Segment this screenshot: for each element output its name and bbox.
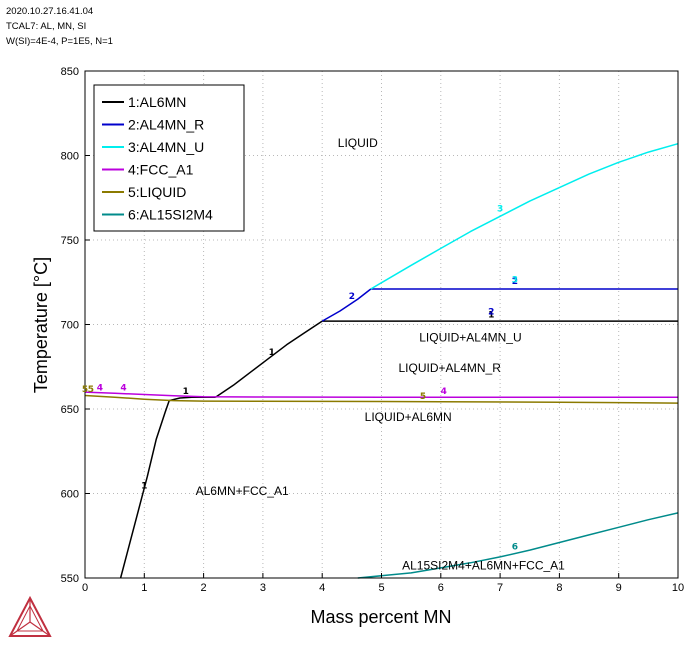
x-tick-label: 5 bbox=[378, 582, 384, 594]
legend-entry: 1:AL6MN bbox=[128, 94, 186, 110]
line-label: 2 bbox=[349, 292, 355, 302]
series-line-2 bbox=[321, 288, 372, 322]
y-tick-label: 700 bbox=[61, 320, 79, 332]
x-tick-label: 7 bbox=[497, 582, 503, 594]
y-tick-label: 550 bbox=[61, 573, 79, 585]
timestamp-text: 2020.10.27.16.41.04 bbox=[6, 6, 94, 17]
series-line-3 bbox=[370, 142, 679, 290]
y-tick-label: 750 bbox=[61, 235, 79, 247]
plot-area-frame bbox=[84, 70, 679, 579]
database-text: TCAL7: AL, MN, SI bbox=[6, 21, 87, 32]
x-tick-label: 3 bbox=[260, 582, 266, 594]
legend-entry: 5:LIQUID bbox=[128, 184, 186, 200]
x-tick-label: 2 bbox=[201, 582, 207, 594]
line-label: 4 bbox=[441, 387, 447, 397]
x-tick-label: 0 bbox=[82, 582, 88, 594]
line-label: 3 bbox=[497, 204, 503, 214]
line-label: 4 bbox=[97, 383, 103, 393]
line-label: 5 bbox=[420, 392, 426, 402]
phase-region-label: LIQUID+AL4MN_R bbox=[399, 361, 502, 375]
y-tick-label: 600 bbox=[61, 489, 79, 501]
line-label: 2 bbox=[512, 277, 518, 287]
line-label: 1 bbox=[183, 387, 189, 397]
x-tick-label: 10 bbox=[672, 582, 684, 594]
phase-region-labels: LIQUID LIQUID+AL4MN_U LIQUID+AL4MN_R LIQUID… bbox=[196, 136, 566, 573]
x-axis-title: Mass percent MN bbox=[310, 607, 451, 627]
phase-region-label: LIQUID+AL4MN_U bbox=[419, 330, 521, 344]
line-label: 4 bbox=[120, 383, 126, 393]
legend-entry: 6:AL15SI2M4 bbox=[128, 207, 213, 223]
series-line-1 bbox=[215, 320, 323, 398]
y-tick-label: 650 bbox=[61, 404, 79, 416]
y-tick-label: 850 bbox=[61, 66, 79, 78]
legend: 1:AL6MN 2:AL4MN_R 3:AL4MN_U 4:FCC_A1 5:LIQUI… bbox=[93, 84, 245, 232]
series-line-5 bbox=[84, 394, 679, 404]
line-label: 2 bbox=[488, 307, 494, 317]
x-tick-label: 9 bbox=[616, 582, 622, 594]
x-tick-label: 4 bbox=[319, 582, 325, 594]
y-axis-title: Temperature [°C] bbox=[31, 257, 51, 393]
legend-entry: 4:FCC_A1 bbox=[128, 162, 194, 178]
series-line-6 bbox=[357, 512, 679, 579]
series-line-4 bbox=[84, 391, 678, 398]
legend-entry: 2:AL4MN_R bbox=[128, 117, 204, 133]
y-tick-label: 800 bbox=[61, 151, 79, 163]
line-label: 5 bbox=[82, 385, 88, 395]
series-lines bbox=[84, 142, 679, 579]
line-label: 6 bbox=[512, 542, 518, 552]
x-tick-label: 8 bbox=[556, 582, 562, 594]
line-label: 1 bbox=[269, 348, 275, 358]
line-label: 3 bbox=[512, 275, 518, 285]
line-label: 1 bbox=[141, 481, 147, 491]
conditions-text: W(SI)=4E-4, P=1E5, N=1 bbox=[6, 36, 113, 47]
line-label: 1 bbox=[488, 311, 494, 321]
phase-region-label: AL15SI2M4+AL6MN+FCC_A1 bbox=[402, 559, 565, 573]
calculation-info: 2020.10.27.16.41.04 TCAL7: AL, MN, SI W(… bbox=[6, 4, 113, 49]
phase-region-label: AL6MN+FCC_A1 bbox=[196, 484, 289, 498]
legend-entry: 3:AL4MN_U bbox=[128, 139, 204, 155]
phase-region-label: LIQUID bbox=[338, 136, 378, 150]
phase-region-label: LIQUID+AL6MN bbox=[365, 410, 452, 424]
x-tick-label: 6 bbox=[438, 582, 444, 594]
x-tick-label: 1 bbox=[141, 582, 147, 594]
series-line-1 bbox=[119, 396, 216, 579]
thermo-calc-logo bbox=[8, 595, 52, 637]
legend-box bbox=[93, 84, 245, 232]
line-label: 5 bbox=[88, 385, 94, 395]
